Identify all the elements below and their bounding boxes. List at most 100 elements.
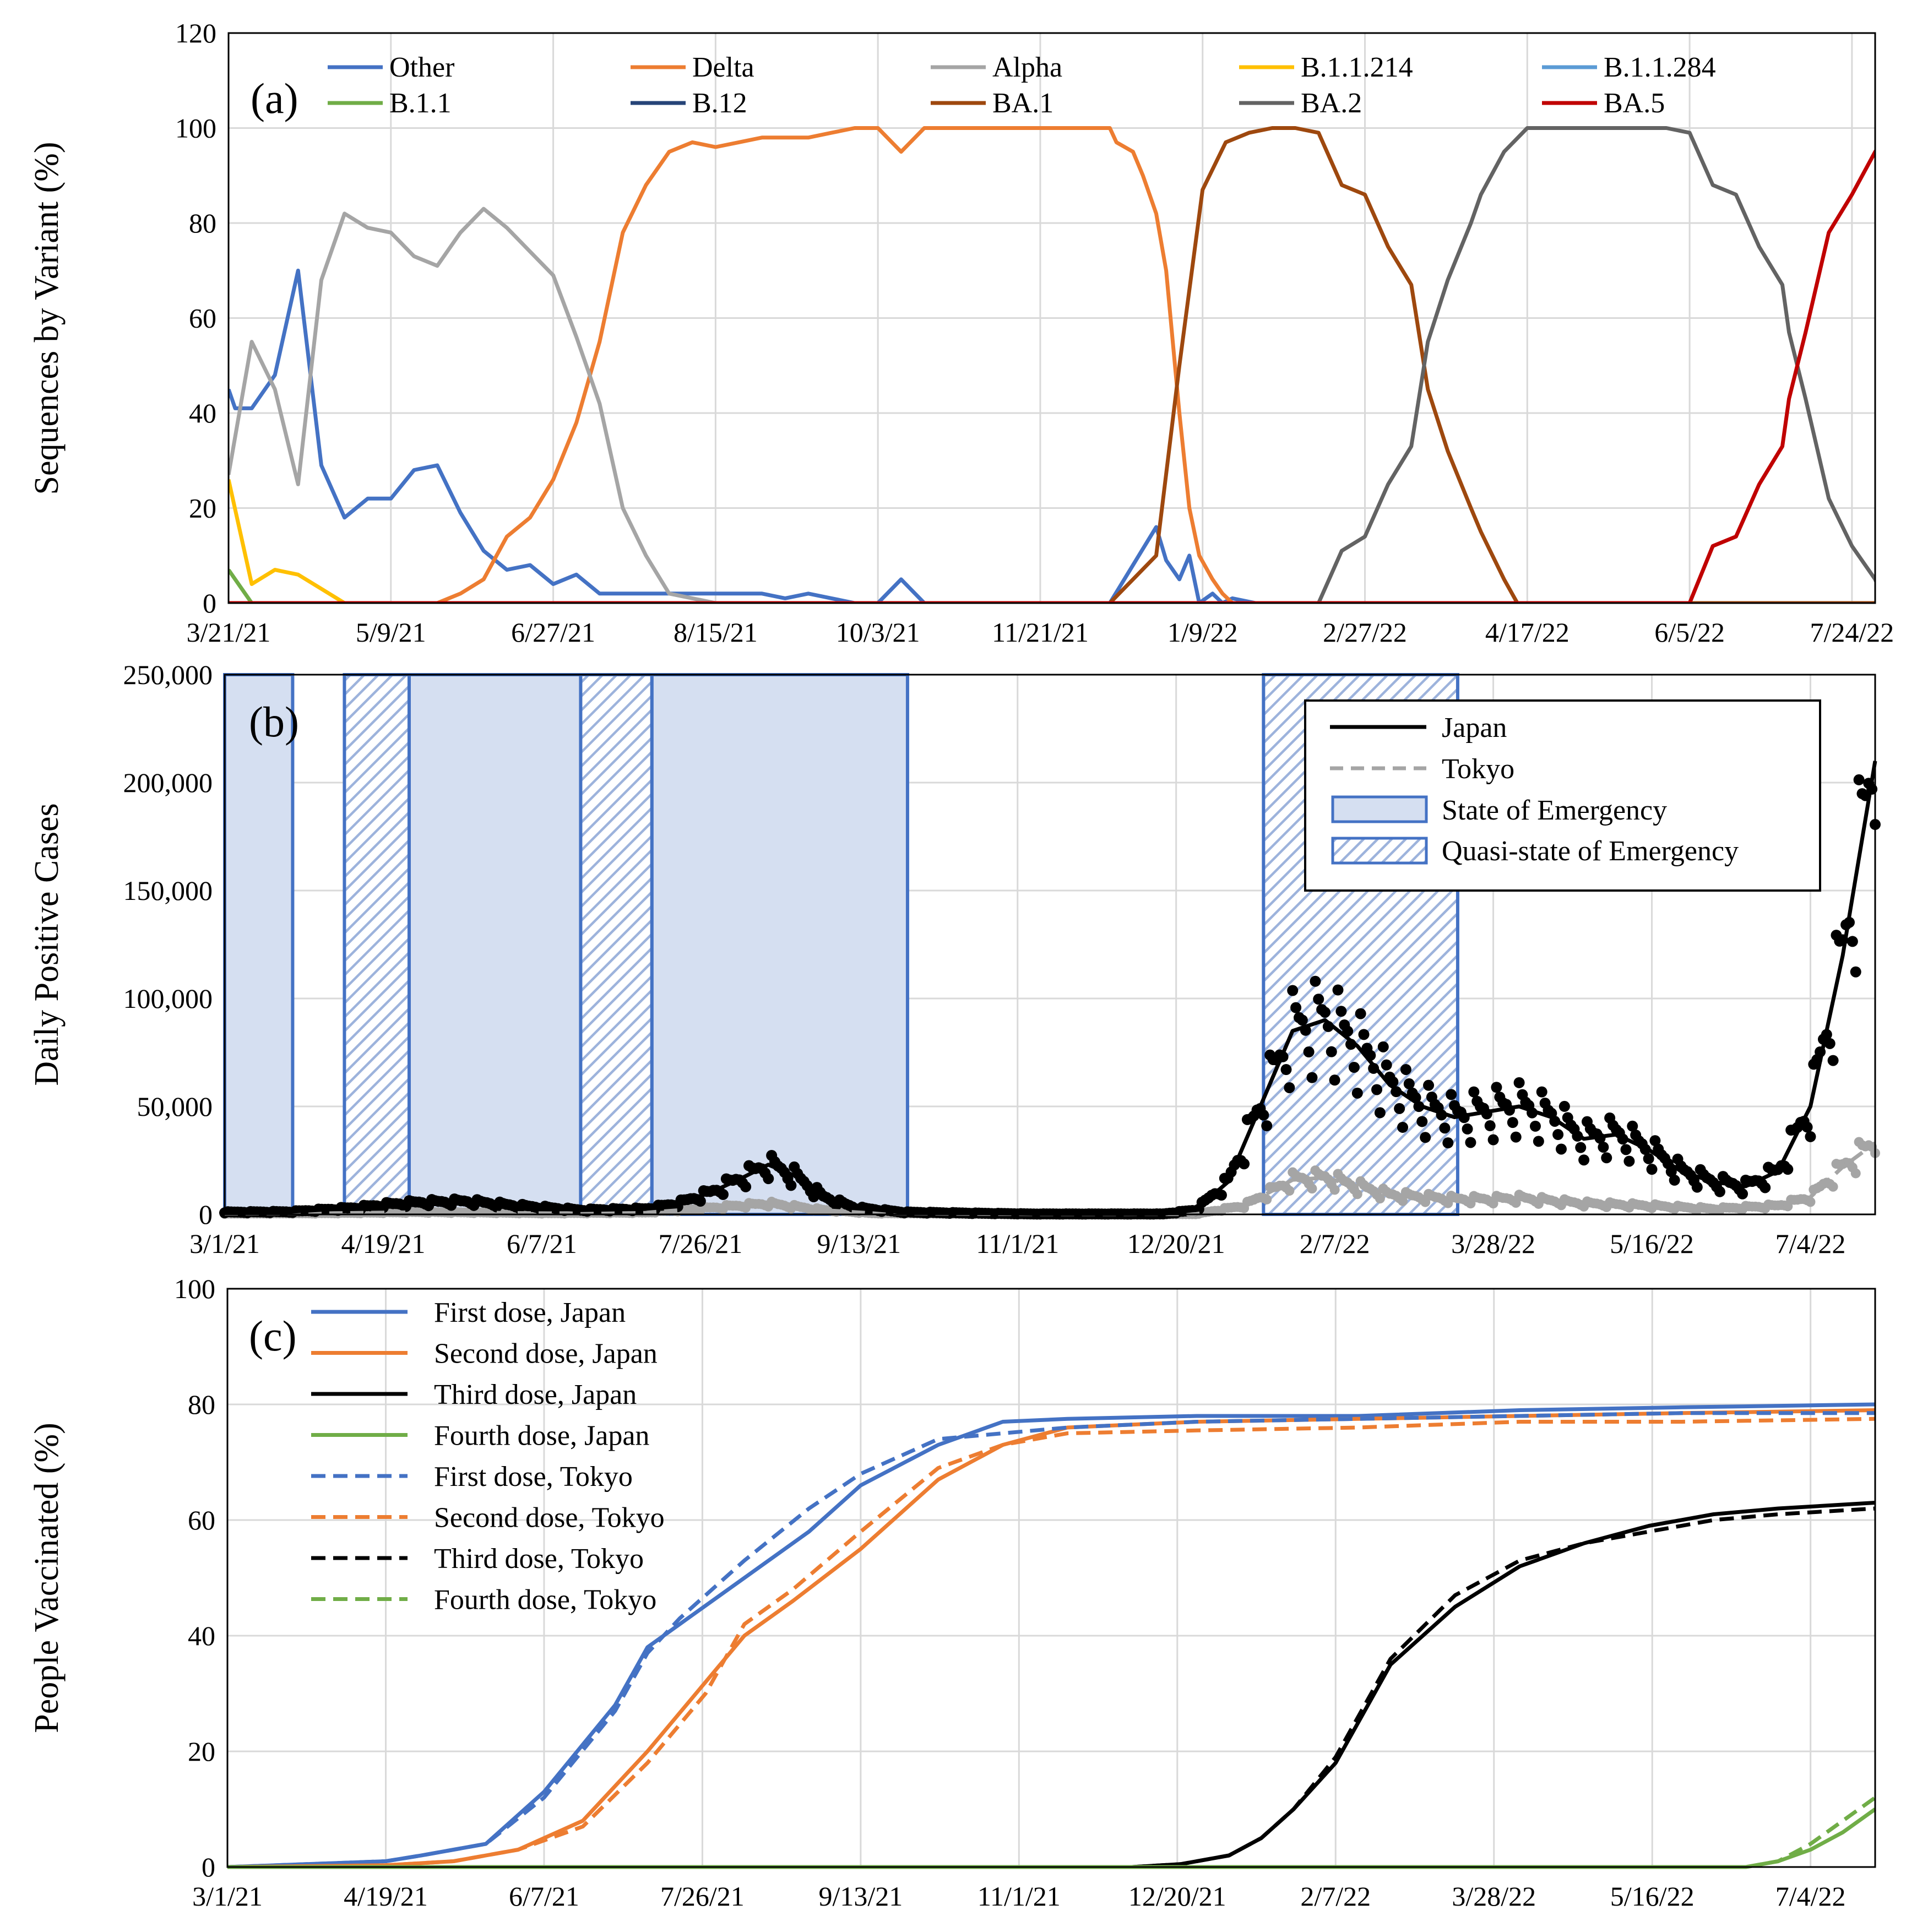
c-x-tick-label: 7/26/21	[660, 1881, 745, 1912]
japan-daily-dot	[1578, 1154, 1590, 1166]
c-x-tick-label: 4/19/21	[344, 1881, 428, 1912]
a-x-tick-label: 4/17/22	[1485, 617, 1570, 648]
tokyo-daily-dot	[1420, 1197, 1431, 1207]
japan-daily-dot	[1529, 1120, 1541, 1132]
tokyo-daily-dot	[1262, 1194, 1272, 1204]
japan-daily-dot	[1575, 1142, 1587, 1153]
b-y-tick-label: 50,000	[137, 1091, 213, 1122]
c-x-tick-label: 11/1/21	[977, 1881, 1061, 1912]
b-x-tick-label: 6/7/21	[507, 1228, 577, 1259]
legend-label-alpha: Alpha	[992, 52, 1062, 83]
b-x-tick-label: 7/4/22	[1775, 1228, 1846, 1259]
panel-a-variant-sequences: 0 20 40 60 80 100 120 3/21/21 5/9/21 6/27/21 8/15…	[28, 18, 1894, 648]
japan-daily-dot	[1669, 1174, 1680, 1186]
legend-label-first-dose-tokyo: First dose, Tokyo	[434, 1461, 633, 1493]
japan-daily-dot	[1374, 1107, 1386, 1119]
a-y-tick-label: 60	[189, 303, 216, 334]
a-y-tick-label: 100	[175, 113, 216, 144]
series-line-ba-1	[229, 126, 1875, 603]
japan-daily-dot	[1423, 1079, 1435, 1091]
japan-daily-dot	[1403, 1078, 1415, 1089]
c-x-tick-label: 3/1/21	[192, 1881, 263, 1912]
panel-c-y-ticks: 0 20 40 60 80 100	[174, 1273, 215, 1882]
panel-c-y-axis-label: People Vaccinated (%)	[28, 1423, 66, 1733]
legend-label-b-1-1-284: B.1.1.284	[1604, 52, 1716, 83]
japan-daily-dot	[1290, 1002, 1302, 1013]
japan-daily-dot	[1329, 1074, 1340, 1086]
panel-a-x-ticks: 3/21/21 5/9/21 6/27/21 8/15/21 10/3/21 11/21/…	[187, 617, 1894, 648]
c-y-tick-label: 40	[188, 1620, 215, 1651]
b-x-tick-label: 2/7/22	[1300, 1228, 1370, 1259]
tokyo-daily-dot	[1828, 1181, 1838, 1192]
series-line-first-dose-tokyo	[227, 1411, 1875, 1869]
tokyo-average-line	[224, 1141, 1877, 1217]
c-y-tick-label: 20	[188, 1736, 215, 1767]
series-line-b-1-1	[229, 568, 1875, 603]
a-y-tick-label: 40	[189, 398, 216, 428]
japan-daily-dot	[1287, 985, 1299, 996]
panel-c-grid	[226, 1288, 1875, 1868]
a-x-tick-label: 11/21/21	[992, 617, 1089, 648]
c-x-tick-label: 3/28/22	[1452, 1881, 1536, 1912]
japan-daily-dot	[1462, 1123, 1473, 1135]
series-line-second-dose-tokyo	[227, 1417, 1876, 1869]
japan-daily-dot	[1326, 1046, 1337, 1057]
a-x-tick-label: 3/21/21	[187, 617, 271, 648]
japan-daily-dot	[1442, 1137, 1454, 1149]
tokyo-daily-dot	[1398, 1196, 1408, 1206]
tokyo-daily-dot	[1850, 1168, 1861, 1179]
japan-daily-dot	[1355, 1008, 1366, 1019]
b-x-tick-label: 3/1/21	[189, 1228, 260, 1259]
legend-label-ba-2: BA.2	[1301, 88, 1362, 119]
japan-daily-dot	[1313, 994, 1324, 1005]
japan-daily-dot	[1335, 1006, 1347, 1017]
japan-daily-dot	[1646, 1164, 1658, 1175]
japan-daily-dot	[1296, 1014, 1308, 1026]
c-y-tick-label: 0	[202, 1852, 215, 1882]
legend-label-fourth-dose-japan: Fourth dose, Japan	[434, 1420, 649, 1452]
japan-daily-dot	[1558, 1100, 1570, 1112]
japan-daily-dot	[1371, 1084, 1383, 1095]
a-x-tick-label: 1/9/22	[1167, 617, 1238, 648]
legend-label-first-dose-japan: First dose, Japan	[434, 1297, 626, 1328]
a-x-tick-label: 10/3/21	[836, 617, 920, 648]
series-line-other	[229, 268, 1875, 603]
japan-daily-dot	[1358, 1029, 1370, 1040]
series-line-first-dose-japan	[227, 1402, 1876, 1869]
japan-daily-dot	[1280, 1064, 1292, 1076]
legend-label-other: Other	[389, 52, 454, 83]
japan-daily-dot	[1397, 1121, 1409, 1133]
japan-daily-dot	[1439, 1122, 1451, 1134]
a-x-tick-label: 5/9/21	[356, 617, 426, 648]
b-y-tick-label: 0	[199, 1199, 213, 1230]
legend-tokyo-label: Tokyo	[1442, 753, 1514, 785]
c-y-tick-label: 80	[188, 1389, 215, 1420]
japan-daily-dot	[717, 1188, 729, 1200]
legend-label-fourth-dose-tokyo: Fourth dose, Tokyo	[434, 1584, 656, 1616]
b-y-tick-label: 200,000	[123, 767, 213, 798]
japan-daily-dot	[1782, 1164, 1794, 1175]
legend-label-third-dose-japan: Third dose, Japan	[434, 1379, 637, 1410]
japan-daily-dot	[1510, 1131, 1522, 1143]
c-x-tick-label: 12/20/21	[1128, 1881, 1226, 1912]
panel-c-legend: First dose, Japan Second dose, Japan Third…	[311, 1297, 665, 1616]
japan-daily-dot	[1620, 1144, 1632, 1155]
legend-label-ba-5: BA.5	[1604, 88, 1665, 119]
panel-c-plot-frame	[226, 1288, 1876, 1868]
japan-daily-dot	[1627, 1120, 1638, 1132]
legend-label-third-dose-tokyo: Third dose, Tokyo	[434, 1543, 644, 1575]
panel-a-y-axis-label: Sequences by Variant (%)	[28, 142, 66, 495]
japan-daily-dot	[1533, 1136, 1544, 1147]
tokyo-daily-dot	[1307, 1184, 1317, 1194]
c-x-tick-label: 9/13/21	[818, 1881, 903, 1912]
japan-daily-dot	[1555, 1143, 1567, 1155]
b-y-tick-label: 150,000	[123, 875, 213, 906]
japan-daily-dot	[1310, 975, 1321, 987]
japan-daily-dot	[763, 1173, 774, 1185]
c-y-tick-label: 100	[174, 1273, 215, 1304]
b-x-tick-label: 12/20/21	[1127, 1228, 1225, 1259]
b-x-tick-label: 5/16/22	[1610, 1228, 1694, 1259]
c-x-tick-label: 2/7/22	[1300, 1881, 1371, 1912]
panel-b-x-ticks: 3/1/21 4/19/21 6/7/21 7/26/21 9/13/21 11/1/21…	[189, 1228, 1845, 1259]
